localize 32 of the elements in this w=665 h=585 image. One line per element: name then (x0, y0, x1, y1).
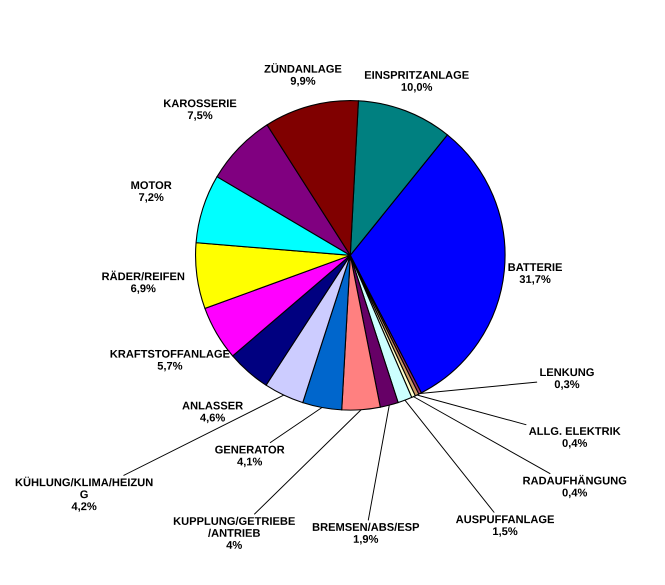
data-label: 4,1% (237, 458, 262, 468)
slice-label: MOTOR (131, 181, 172, 190)
slice-label: KRAFTSTOFFANLAGE (110, 350, 230, 358)
data-label: 7,2% (138, 193, 164, 203)
data-label: 6,9% (130, 284, 156, 294)
slice-label: ZÜNDANLAGE (264, 63, 342, 73)
data-label: 0,4% (562, 488, 588, 498)
data-label: 31,7% (520, 275, 551, 285)
data-label: 4% (226, 541, 242, 549)
slice-label: ALLG. ELEKTRIK (528, 427, 621, 435)
slice-label: GENERATOR (215, 446, 284, 454)
data-label: 4,6% (200, 414, 225, 424)
data-label: 0,4% (562, 439, 588, 449)
data-label: 5,7% (158, 362, 182, 372)
slice-label: KUPPLUNG/GETRIEBE /ANTRIEB (174, 516, 295, 538)
slice-label: BREMSEN/ABS/ESP (312, 522, 420, 532)
data-label: 0,3% (554, 380, 580, 390)
data-label: 1,9% (354, 535, 378, 545)
slice-label: KÜHLUNG/KLIMA/HEIZUN G (16, 476, 152, 498)
data-label: 1,5% (493, 527, 518, 537)
slice-label: EINSPRITZANLAGE (364, 71, 469, 79)
slice-label: RADAUFHÄNGUNG (523, 474, 626, 484)
data-label: 9,9% (290, 76, 316, 86)
data-label: 7,5% (188, 111, 212, 121)
slice-label: ANLASSER (182, 402, 243, 410)
slice-label: RÄDER/REIFEN (102, 270, 184, 280)
slice-label: BATTERIE (508, 263, 562, 271)
slice-label: AUSPUFFANLAGE (456, 515, 554, 524)
data-label: 10,0% (402, 83, 432, 92)
data-label: 4,2% (72, 502, 96, 512)
slice-label: LENKUNG (540, 368, 594, 376)
slice-label: KAROSSERIE (164, 99, 236, 108)
